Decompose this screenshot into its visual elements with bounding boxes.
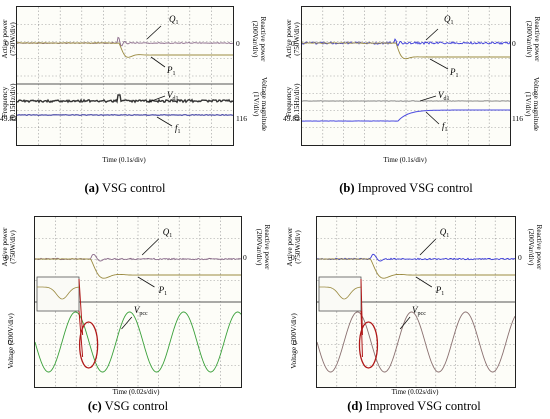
f1-label: f1: [175, 123, 181, 135]
zero-left-label: 0: [291, 253, 295, 262]
scope-traces-a: Q1 P1 Vd1 f1: [17, 7, 233, 145]
vpcc-trace: [35, 312, 241, 372]
bottom-left-value: 49.82: [283, 114, 300, 123]
oscilloscope-c: Q1 P1 Vpcc: [34, 216, 242, 388]
q1-label: Q1: [440, 227, 450, 239]
p1-trace: [317, 259, 515, 279]
zero-left-bottom-label: 0: [8, 338, 12, 347]
highlight-ellipse: [80, 322, 98, 368]
leader-line: [426, 29, 438, 40]
leader-line: [416, 277, 432, 287]
zero-right-label: 0: [243, 253, 247, 262]
leader-line: [157, 117, 172, 126]
zero-right-label: 0: [236, 39, 240, 48]
zoom-inset: [319, 277, 361, 311]
q1-label: Q1: [169, 14, 179, 26]
vpcc-label: Vpcc: [134, 305, 148, 317]
right-bottom-axis-label: Voltage magnitude (1V/div): [250, 69, 268, 139]
time-axis-label: Time (0.1s/div): [305, 156, 505, 164]
f1-trace: [17, 115, 233, 116]
left-top-axis-label: Active power (750W/div): [286, 215, 304, 279]
oscilloscope-a: Q1 P1 Vd1 f1: [16, 6, 234, 146]
caption-d: (d) Improved VSG control: [284, 399, 544, 414]
time-axis-label: Time (0.02s/div): [36, 388, 236, 396]
leader-line: [142, 239, 158, 255]
leader-line: [420, 239, 436, 255]
leader-line: [430, 59, 448, 69]
zero-right-label: 0: [512, 39, 516, 48]
vpcc-trace: [317, 312, 515, 372]
right-top-axis-label: Reactive power (200Var/div): [525, 215, 543, 279]
p1-trace: [35, 259, 241, 279]
q1-label: Q1: [444, 14, 454, 26]
left-top-axis-label: Active power (750W/div): [1, 215, 19, 279]
zero-left-label: 0: [291, 39, 295, 48]
zero-left-bottom-label: 0: [293, 338, 297, 347]
p1-label: P1: [166, 65, 176, 77]
right-top-axis-label: Reactive power (200Var/div): [523, 7, 541, 71]
leader-line: [147, 26, 161, 39]
right-bottom-axis-label: Voltage magnitude (1V/div): [522, 69, 540, 139]
zero-left-label: 0: [5, 39, 9, 48]
oscilloscope-d: Q1 P1 Vpcc: [316, 216, 516, 388]
p1-label: P1: [158, 285, 168, 297]
scope-traces-b: Q1P1Vd1f1: [302, 7, 510, 145]
scope-traces-c: Q1 P1 Vpcc: [35, 217, 241, 387]
leader-line: [426, 112, 439, 124]
oscilloscope-b: Q1 P1 Vd1 f1: [301, 6, 511, 146]
time-axis-label: Time (0.1s/div): [24, 156, 224, 164]
caption-c: (c) VSG control: [0, 399, 258, 414]
vd1-label: Vd1: [167, 90, 179, 102]
bottom-right-value: 116: [236, 114, 247, 123]
caption-a: (a) VSG control: [0, 181, 255, 196]
scope-traces-d: Q1 P1 Vpcc: [317, 217, 515, 387]
bottom-left-value: 49.82: [0, 114, 17, 123]
right-top-axis-label: Reactive power (200Var/div): [253, 215, 271, 279]
right-top-axis-label: Reactive power (200Var/div): [249, 7, 267, 71]
time-axis-label: Time (0.02s/div): [315, 388, 515, 396]
leader-line: [138, 277, 154, 287]
p1-label: P1: [449, 67, 459, 79]
zero-right-label: 0: [518, 253, 522, 262]
q1-label: Q1: [163, 227, 173, 239]
zoom-connector: [79, 279, 83, 335]
vpcc-label: Vpcc: [412, 305, 426, 317]
caption-b: (b) Improved VSG control: [276, 181, 536, 196]
zoom-inset: [37, 277, 79, 311]
zero-left-label: 0: [5, 253, 9, 262]
p1-label: P1: [435, 285, 445, 297]
f1-label: f1: [442, 121, 448, 133]
leader-line: [420, 96, 436, 101]
